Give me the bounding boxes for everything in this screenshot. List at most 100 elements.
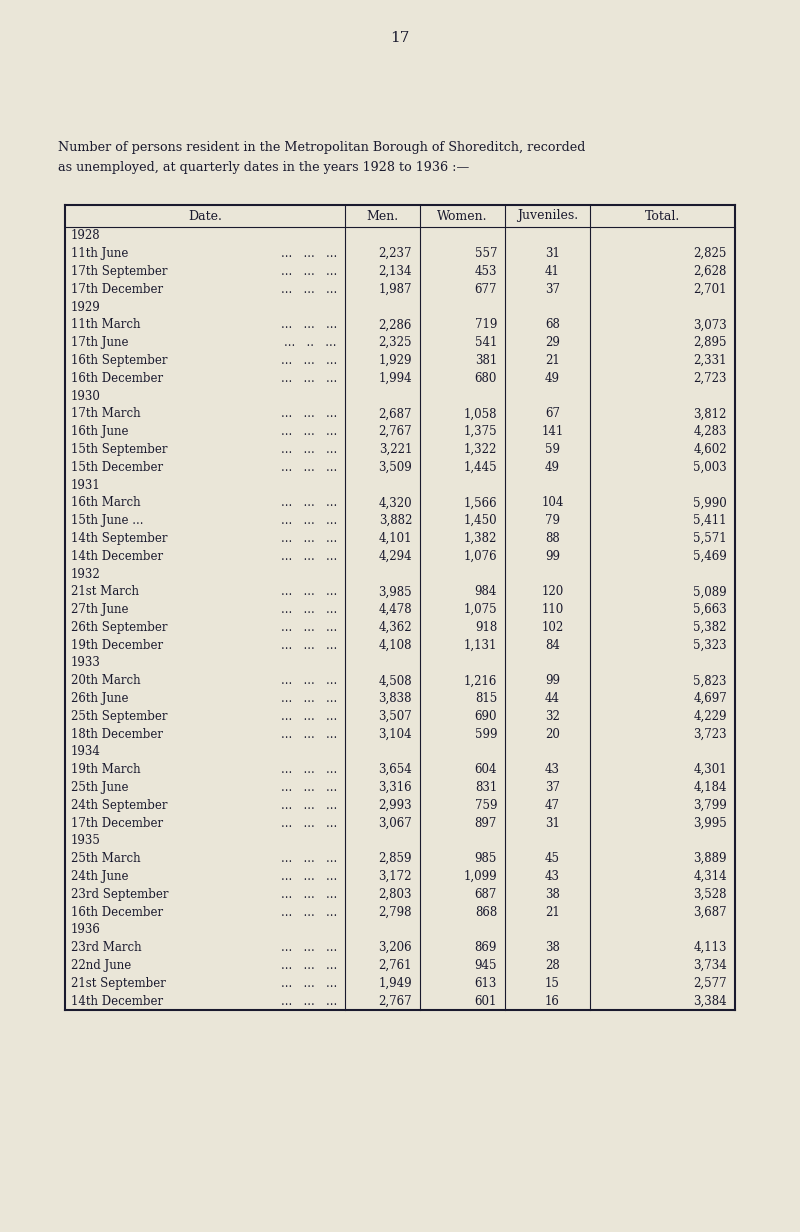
Text: 1934: 1934 bbox=[71, 745, 101, 759]
Text: ...   ...   ...: ... ... ... bbox=[281, 888, 337, 901]
Text: 897: 897 bbox=[474, 817, 497, 829]
Text: 3,509: 3,509 bbox=[378, 461, 412, 474]
Text: 16th June: 16th June bbox=[71, 425, 129, 439]
Text: 17th March: 17th March bbox=[71, 408, 141, 420]
Text: 918: 918 bbox=[474, 621, 497, 634]
Text: 3,734: 3,734 bbox=[694, 958, 727, 972]
Text: ...   ...   ...: ... ... ... bbox=[281, 549, 337, 563]
Text: 5,663: 5,663 bbox=[694, 604, 727, 616]
Text: 20th March: 20th March bbox=[71, 674, 141, 687]
Text: 14th December: 14th December bbox=[71, 549, 163, 563]
Text: 41: 41 bbox=[545, 265, 560, 278]
Text: 99: 99 bbox=[545, 674, 560, 687]
Text: 16: 16 bbox=[545, 994, 560, 1008]
Text: 16th March: 16th March bbox=[71, 496, 141, 509]
Text: 15th December: 15th December bbox=[71, 461, 163, 474]
Text: 690: 690 bbox=[474, 710, 497, 723]
Text: as unemployed, at quarterly dates in the years 1928 to 1936 :—: as unemployed, at quarterly dates in the… bbox=[58, 161, 470, 175]
Text: 815: 815 bbox=[474, 692, 497, 705]
Text: 17th December: 17th December bbox=[71, 283, 163, 296]
Text: ...   ...   ...: ... ... ... bbox=[281, 372, 337, 384]
Text: 3,384: 3,384 bbox=[694, 994, 727, 1008]
Text: 4,602: 4,602 bbox=[694, 444, 727, 456]
Text: 20: 20 bbox=[545, 728, 560, 740]
Text: 2,767: 2,767 bbox=[378, 425, 412, 439]
Text: 1,987: 1,987 bbox=[378, 283, 412, 296]
Text: 11th March: 11th March bbox=[71, 318, 141, 331]
Text: ...   ...   ...: ... ... ... bbox=[281, 906, 337, 919]
Text: ...   ...   ...: ... ... ... bbox=[281, 817, 337, 829]
Text: ...   ...   ...: ... ... ... bbox=[281, 692, 337, 705]
Text: 26th June: 26th June bbox=[71, 692, 129, 705]
Text: 5,469: 5,469 bbox=[694, 549, 727, 563]
Text: 15th June ...: 15th June ... bbox=[71, 514, 143, 527]
Text: 4,508: 4,508 bbox=[378, 674, 412, 687]
Text: 1,076: 1,076 bbox=[463, 549, 497, 563]
Text: ...   ...   ...: ... ... ... bbox=[281, 941, 337, 955]
Text: 3,985: 3,985 bbox=[378, 585, 412, 599]
Text: 21: 21 bbox=[545, 906, 560, 919]
Text: 32: 32 bbox=[545, 710, 560, 723]
Text: 4,229: 4,229 bbox=[694, 710, 727, 723]
Text: 2,993: 2,993 bbox=[378, 798, 412, 812]
Text: ...   ...   ...: ... ... ... bbox=[281, 638, 337, 652]
Text: 17: 17 bbox=[390, 31, 410, 46]
Text: 5,089: 5,089 bbox=[694, 585, 727, 599]
Text: 4,362: 4,362 bbox=[378, 621, 412, 634]
Text: 601: 601 bbox=[474, 994, 497, 1008]
Text: ...   ...   ...: ... ... ... bbox=[281, 781, 337, 795]
Text: 677: 677 bbox=[474, 283, 497, 296]
Text: 2,859: 2,859 bbox=[378, 853, 412, 865]
Text: ...   ...   ...: ... ... ... bbox=[281, 354, 337, 367]
Text: 38: 38 bbox=[545, 888, 560, 901]
Text: 17th September: 17th September bbox=[71, 265, 167, 278]
Text: 14th September: 14th September bbox=[71, 532, 167, 545]
Text: 1,099: 1,099 bbox=[463, 870, 497, 883]
Text: ...   ...   ...: ... ... ... bbox=[281, 604, 337, 616]
Text: ...   ...   ...: ... ... ... bbox=[281, 283, 337, 296]
Text: 22nd June: 22nd June bbox=[71, 958, 131, 972]
Text: 4,320: 4,320 bbox=[378, 496, 412, 509]
Text: 11th June: 11th June bbox=[71, 248, 128, 260]
Text: ...   ...   ...: ... ... ... bbox=[281, 248, 337, 260]
Text: Total.: Total. bbox=[645, 209, 680, 223]
Text: 24th June: 24th June bbox=[71, 870, 129, 883]
Text: 45: 45 bbox=[545, 853, 560, 865]
Text: ...   ...   ...: ... ... ... bbox=[281, 870, 337, 883]
Text: 831: 831 bbox=[474, 781, 497, 795]
Text: 1,375: 1,375 bbox=[463, 425, 497, 439]
Text: 2,701: 2,701 bbox=[694, 283, 727, 296]
Text: 2,331: 2,331 bbox=[694, 354, 727, 367]
Text: ...   ...   ...: ... ... ... bbox=[281, 728, 337, 740]
Text: 120: 120 bbox=[542, 585, 564, 599]
Text: 19th December: 19th December bbox=[71, 638, 163, 652]
Text: 5,411: 5,411 bbox=[694, 514, 727, 527]
Text: 110: 110 bbox=[542, 604, 564, 616]
Text: 599: 599 bbox=[474, 728, 497, 740]
Text: ...   ...   ...: ... ... ... bbox=[281, 764, 337, 776]
Text: 15th September: 15th September bbox=[71, 444, 167, 456]
Text: 3,067: 3,067 bbox=[378, 817, 412, 829]
Text: 31: 31 bbox=[545, 817, 560, 829]
Text: ...   ...   ...: ... ... ... bbox=[281, 585, 337, 599]
Text: 1931: 1931 bbox=[71, 478, 101, 492]
Text: 759: 759 bbox=[474, 798, 497, 812]
Text: 16th September: 16th September bbox=[71, 354, 167, 367]
Text: 68: 68 bbox=[545, 318, 560, 331]
Text: 21st September: 21st September bbox=[71, 977, 166, 989]
Text: 4,301: 4,301 bbox=[694, 764, 727, 776]
Text: 27th June: 27th June bbox=[71, 604, 129, 616]
Text: 29: 29 bbox=[545, 336, 560, 349]
Text: 1,382: 1,382 bbox=[464, 532, 497, 545]
Text: 5,990: 5,990 bbox=[694, 496, 727, 509]
Text: ...   ...   ...: ... ... ... bbox=[281, 994, 337, 1008]
Text: ...   ...   ...: ... ... ... bbox=[281, 318, 337, 331]
Text: 19th March: 19th March bbox=[71, 764, 141, 776]
Text: 47: 47 bbox=[545, 798, 560, 812]
Text: 1,445: 1,445 bbox=[463, 461, 497, 474]
Text: 687: 687 bbox=[474, 888, 497, 901]
Text: ...   ...   ...: ... ... ... bbox=[281, 621, 337, 634]
Text: 31: 31 bbox=[545, 248, 560, 260]
Text: 16th December: 16th December bbox=[71, 906, 163, 919]
Text: ...   ...   ...: ... ... ... bbox=[281, 461, 337, 474]
